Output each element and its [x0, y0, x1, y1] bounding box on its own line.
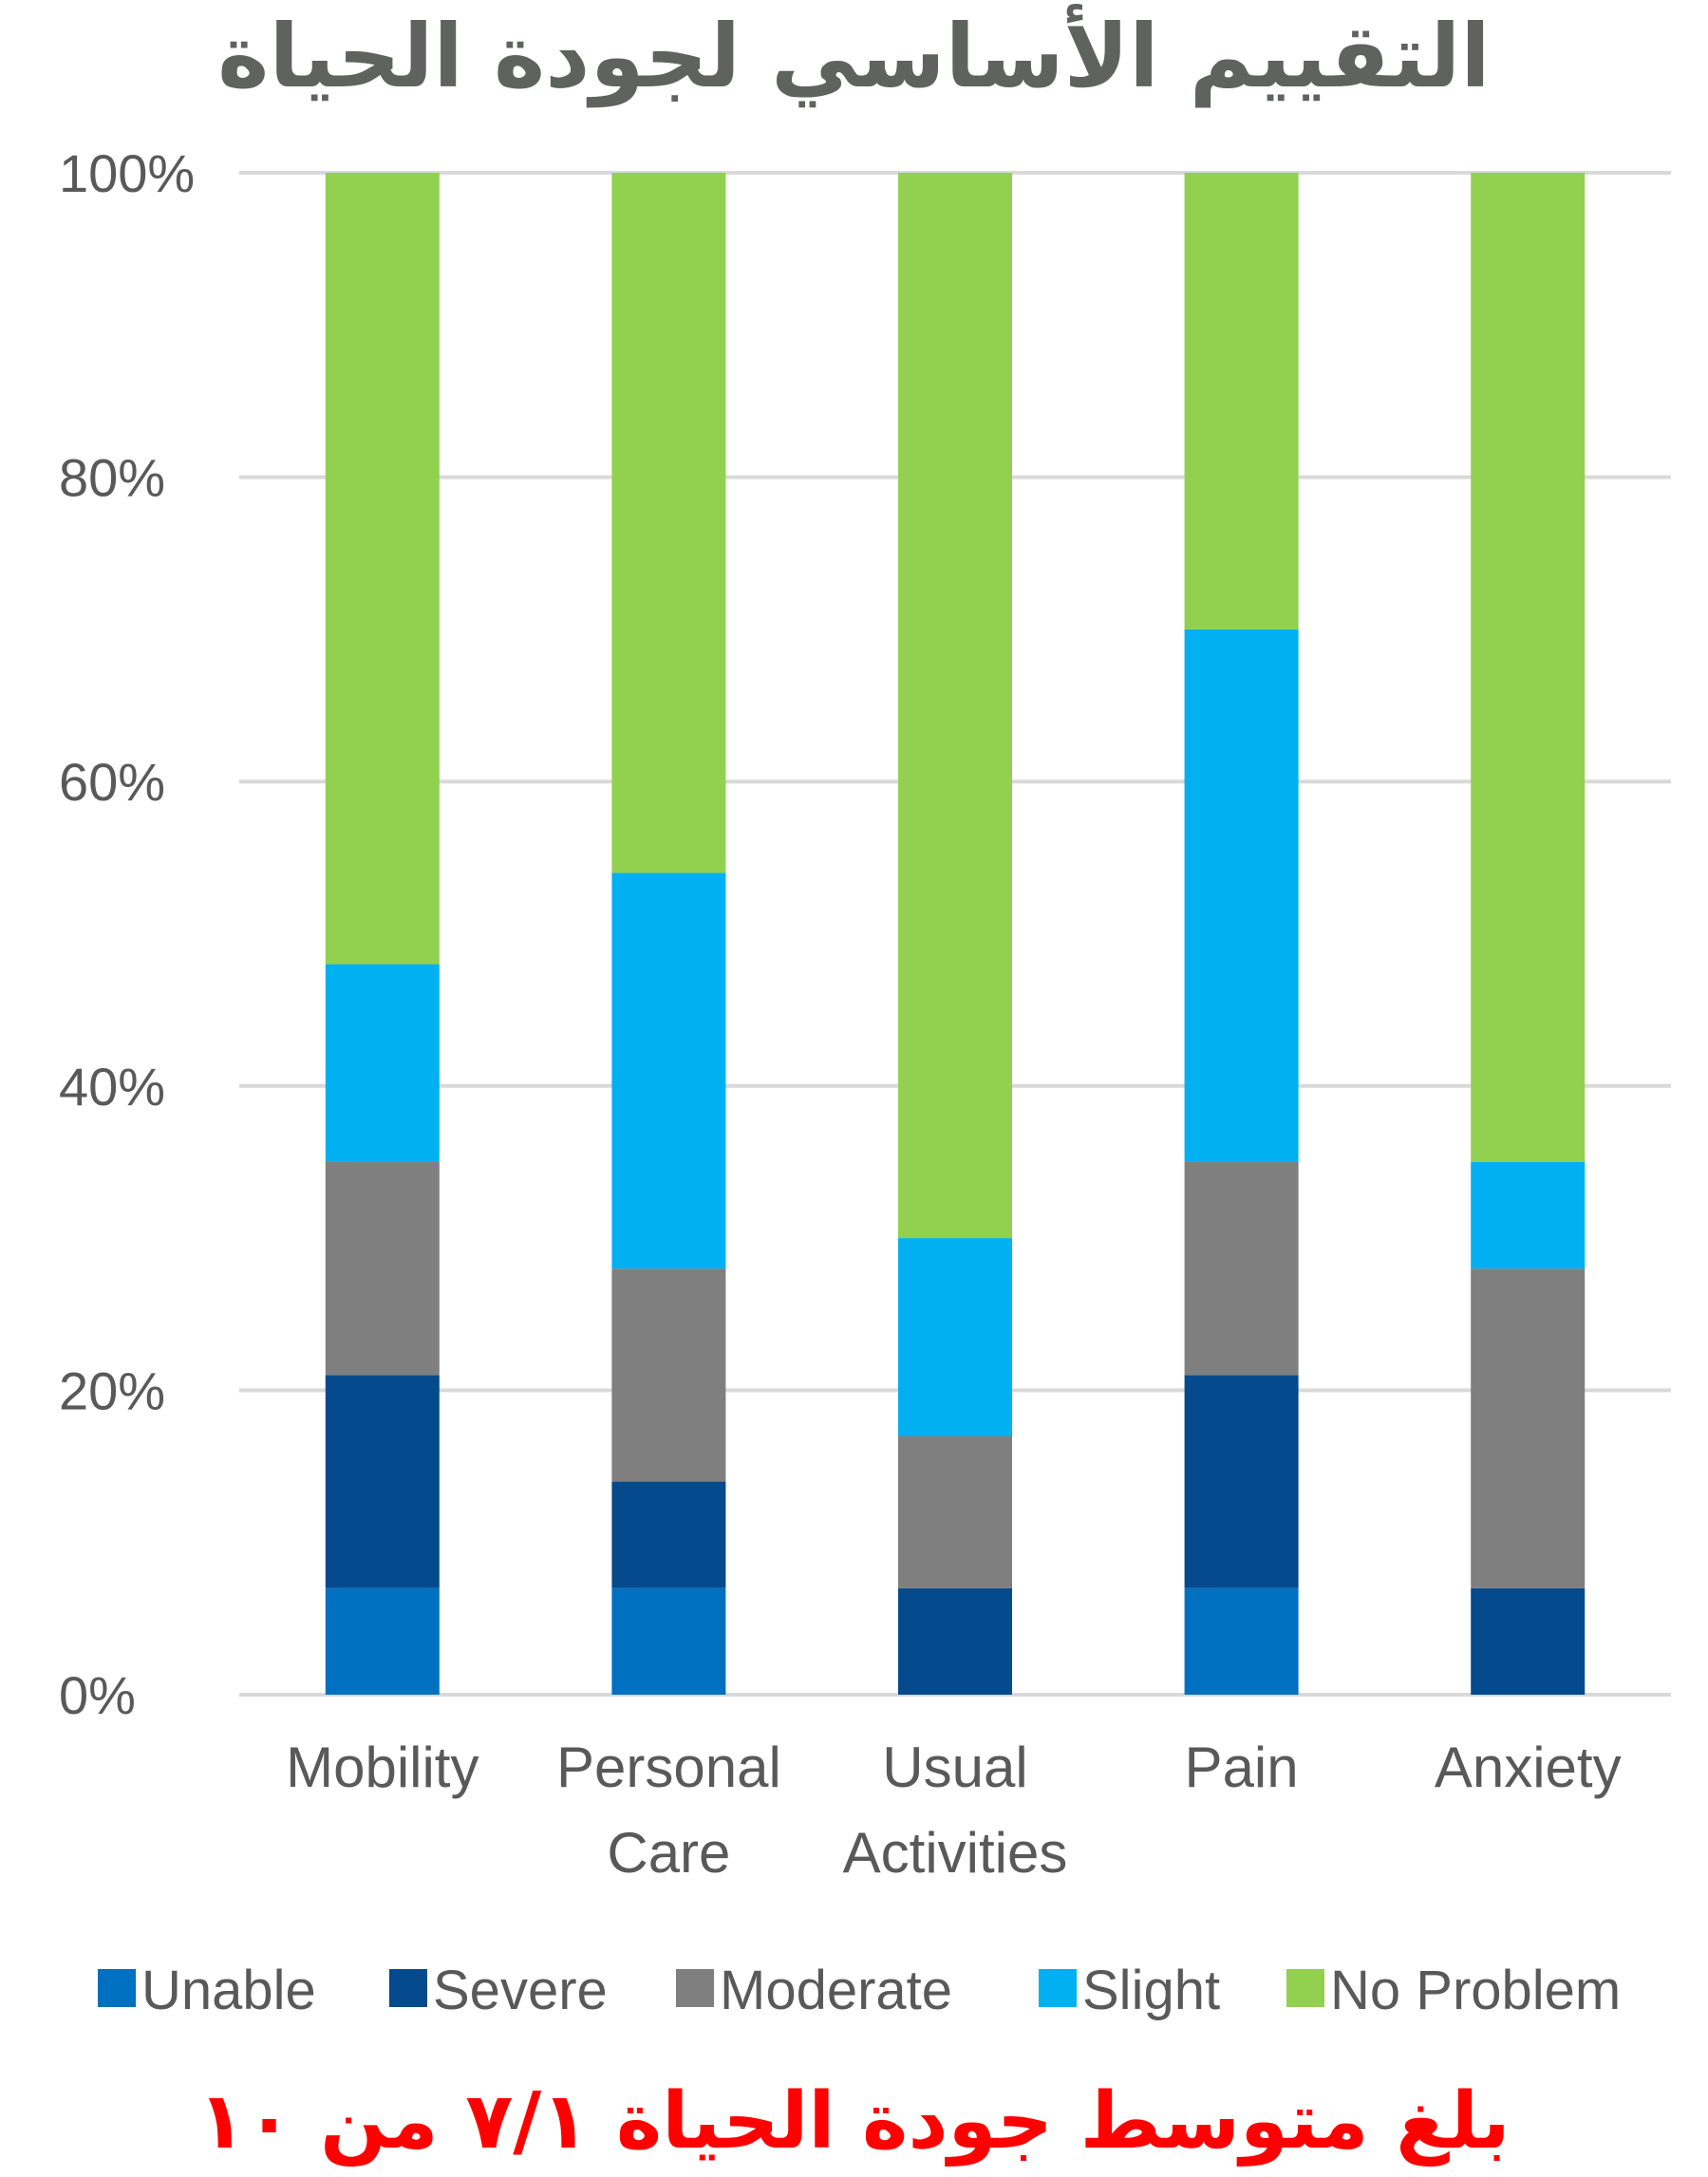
- bar-segment-no-problem: [611, 173, 726, 873]
- bar-segment-unable: [611, 1587, 726, 1695]
- legend-swatch: [676, 1969, 714, 2007]
- bar-segment-moderate: [325, 1161, 440, 1376]
- legend-label: Moderate: [720, 1960, 952, 2021]
- bar-segment-slight: [898, 1238, 1012, 1436]
- legend-label: Severe: [433, 1960, 608, 2021]
- legend-label: No Problem: [1330, 1960, 1621, 2021]
- y-tick-label: 60%: [59, 752, 165, 812]
- x-tick-label: Anxiety: [1435, 1736, 1622, 1799]
- legend-swatch: [98, 1969, 136, 2007]
- chart-title: التقييم الأساسي لجودة الحياة: [217, 6, 1491, 107]
- legend-swatch: [1039, 1969, 1077, 2007]
- bar-segment-moderate: [1184, 1161, 1299, 1376]
- bar-segment-moderate: [898, 1436, 1012, 1588]
- bar-segment-severe: [898, 1587, 1012, 1695]
- bar-segment-unable: [325, 1587, 440, 1695]
- bar-segment-slight: [325, 964, 440, 1162]
- bar-segment-slight: [1471, 1161, 1586, 1269]
- bar-segment-severe: [325, 1375, 440, 1588]
- bar-segment-severe: [611, 1481, 726, 1588]
- bar-segment-moderate: [611, 1268, 726, 1482]
- bar-segment-moderate: [1471, 1268, 1586, 1588]
- bar-segment-severe: [1471, 1587, 1586, 1695]
- x-tick-label: Personal: [556, 1736, 781, 1799]
- bar-segment-no-problem: [325, 173, 440, 965]
- legend-label: Unable: [141, 1960, 316, 2021]
- bar-segment-slight: [611, 873, 726, 1269]
- y-tick-label: 0%: [59, 1665, 136, 1725]
- footer-note: بلغ متوسط جودة الحياة ٧/١ من ١٠: [197, 2076, 1511, 2167]
- bar-segment-slight: [1184, 629, 1299, 1162]
- x-tick-label: Mobility: [286, 1736, 479, 1799]
- legend-swatch: [389, 1969, 427, 2007]
- legend-label: Slight: [1082, 1960, 1220, 2021]
- y-tick-label: 20%: [59, 1361, 165, 1420]
- x-tick-label: Usual: [882, 1736, 1027, 1799]
- x-tick-label: Pain: [1185, 1736, 1299, 1799]
- legend-swatch: [1286, 1969, 1324, 2007]
- y-tick-label: 40%: [59, 1057, 165, 1117]
- bar-segment-no-problem: [898, 173, 1012, 1239]
- x-tick-label: Activities: [843, 1821, 1068, 1885]
- y-tick-label: 100%: [59, 143, 195, 203]
- x-tick-label: Care: [607, 1821, 730, 1885]
- bar-segment-severe: [1184, 1375, 1299, 1588]
- y-tick-label: 80%: [59, 448, 165, 508]
- bar-segment-unable: [1184, 1587, 1299, 1695]
- bar-segment-no-problem: [1184, 173, 1299, 629]
- bar-segment-no-problem: [1471, 173, 1586, 1162]
